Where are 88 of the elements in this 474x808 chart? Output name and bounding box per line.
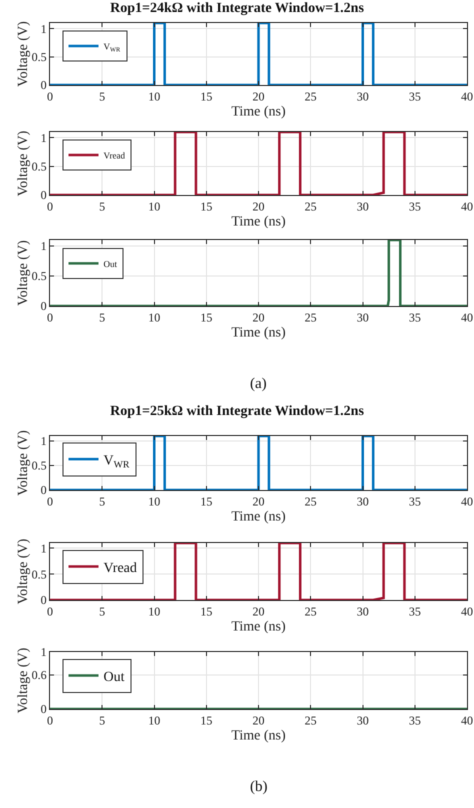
chart-title: Rop1=25kΩ with Integrate Window=1.2ns	[110, 404, 364, 419]
x-tick-label: 15	[200, 494, 212, 508]
x-tick-label: 15	[200, 604, 212, 618]
x-tick-label: 30	[356, 494, 369, 508]
y-axis-title: Voltage (V)	[16, 130, 32, 196]
x-tick-label: 40	[461, 494, 473, 508]
x-tick-label: 20	[252, 604, 264, 618]
y-tick-label: 0.5	[32, 160, 47, 174]
x-tick-label: 20	[252, 494, 264, 508]
x-tick-label: 35	[408, 713, 421, 728]
y-tick-label: 0.5	[32, 458, 47, 473]
x-tick-label: 5	[99, 494, 106, 508]
x-tick-label: 10	[148, 494, 160, 508]
x-tick-label: 35	[408, 494, 421, 508]
y-tick-label: 0	[40, 299, 47, 314]
y-tick-label: 0	[40, 78, 47, 92]
y-tick-label: 0.5	[32, 269, 47, 284]
y-axis-title: Voltage (V)	[16, 647, 32, 714]
x-tick-label: 40	[461, 89, 473, 104]
x-tick-label: 40	[461, 604, 473, 618]
legend-label: Vread	[104, 150, 126, 161]
x-tick-label: 30	[356, 199, 369, 214]
x-tick-label: 35	[408, 199, 421, 214]
x-tick-label: 15	[200, 310, 212, 324]
x-tick-label: 40	[461, 713, 473, 728]
x-tick-label: 30	[356, 89, 369, 104]
y-tick-label: 1	[40, 434, 47, 448]
x-tick-label: 25	[304, 199, 317, 214]
x-tick-label: 5	[99, 89, 106, 104]
legend-label: Vread	[104, 560, 137, 576]
y-tick-label: 1	[40, 130, 47, 145]
y-tick-label: 0.5	[32, 567, 47, 582]
x-tick-label: 30	[356, 713, 369, 728]
legend-label: V$_{WR}$	[104, 41, 121, 54]
x-tick-label: 5	[99, 310, 106, 324]
y-tick-label: 0	[40, 483, 47, 498]
y-tick-label: 0.6	[32, 668, 47, 682]
x-tick-label: 25	[304, 494, 317, 508]
x-tick-label: 5	[99, 199, 106, 214]
x-tick-label: 40	[461, 310, 473, 324]
legend-label: Out	[104, 670, 125, 685]
x-tick-label: 15	[200, 89, 212, 104]
x-tick-label: 30	[356, 604, 369, 618]
legend-label: Out	[104, 258, 118, 269]
x-tick-label: 25	[304, 89, 317, 104]
x-tick-label: 15	[200, 713, 212, 728]
x-axis-title: Time (ns)	[231, 214, 286, 230]
x-tick-label: 40	[461, 199, 473, 214]
x-tick-label: 35	[408, 89, 421, 104]
chart-title: Rop1=24kΩ with Integrate Window=1.2ns	[110, 0, 364, 16]
x-tick-label: 20	[252, 713, 264, 728]
y-tick-label: 0	[40, 593, 47, 608]
text: (a)	[250, 376, 267, 392]
y-tick-label: 0	[40, 702, 47, 716]
y-tick-label: 1	[40, 22, 47, 36]
y-tick-label: 1	[40, 239, 47, 254]
y-axis-title: Voltage (V)	[16, 538, 32, 604]
x-tick-label: 10	[148, 713, 160, 728]
x-axis-title: Time (ns)	[231, 104, 286, 120]
x-axis-title: Time (ns)	[231, 326, 286, 341]
x-tick-label: 35	[408, 310, 421, 324]
x-tick-label: 10	[148, 89, 160, 104]
x-tick-label: 25	[304, 310, 317, 324]
x-tick-label: 30	[356, 310, 369, 324]
y-tick-label: 1	[40, 541, 47, 556]
x-axis-title: Time (ns)	[231, 510, 286, 525]
y-axis-title: Voltage (V)	[16, 240, 32, 306]
x-tick-label: 20	[252, 199, 264, 214]
x-tick-label: 10	[148, 310, 160, 324]
y-tick-label: 0.5	[32, 50, 47, 64]
text: (b)	[250, 779, 268, 795]
x-tick-label: 5	[99, 713, 106, 728]
x-tick-label: 10	[148, 199, 160, 214]
x-tick-label: 20	[252, 310, 264, 324]
x-tick-label: 25	[304, 604, 317, 618]
x-tick-label: 10	[148, 604, 160, 618]
x-axis-title: Time (ns)	[231, 728, 286, 744]
y-tick-label: 1	[40, 645, 47, 660]
y-axis-title: Voltage (V)	[16, 20, 32, 87]
legend-label: V$_{WR}$	[104, 454, 130, 470]
x-tick-label: 35	[408, 604, 421, 618]
y-axis-title: Voltage (V)	[16, 430, 32, 496]
x-tick-label: 20	[252, 89, 264, 104]
x-tick-label: 25	[304, 713, 317, 728]
x-tick-label: 5	[99, 604, 106, 618]
y-tick-label: 0	[40, 188, 47, 202]
x-axis-title: Time (ns)	[231, 620, 286, 635]
x-tick-label: 15	[200, 199, 212, 214]
